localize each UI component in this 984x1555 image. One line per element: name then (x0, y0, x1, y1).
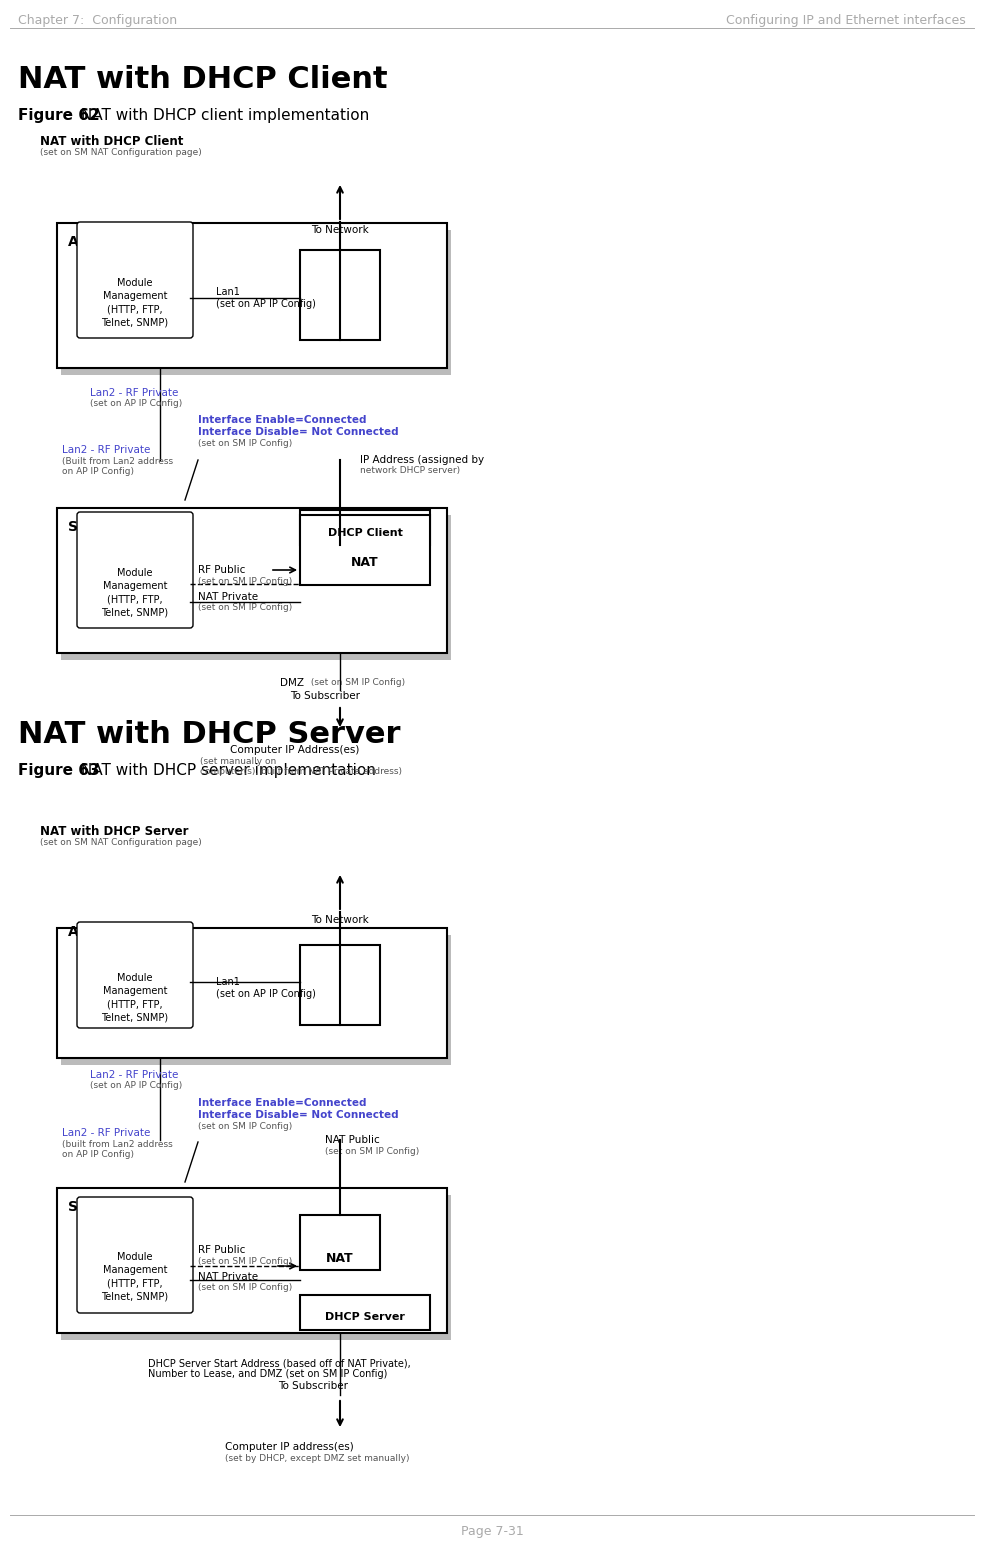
Text: NAT Private: NAT Private (198, 1272, 258, 1281)
FancyBboxPatch shape (61, 230, 451, 375)
Text: Number to Lease, and DMZ (set on SM IP Config): Number to Lease, and DMZ (set on SM IP C… (148, 1368, 388, 1379)
Text: Module
Management
(HTTP, FTP,
Telnet, SNMP): Module Management (HTTP, FTP, Telnet, SN… (101, 1252, 168, 1302)
Text: computer(s), built from NAT Private address): computer(s), built from NAT Private addr… (200, 767, 402, 776)
Text: To Subscriber: To Subscriber (278, 1381, 348, 1392)
Text: Interface Disable= Not Connected: Interface Disable= Not Connected (198, 1110, 399, 1120)
FancyBboxPatch shape (61, 935, 451, 1065)
Text: To Subscriber: To Subscriber (290, 690, 360, 701)
Text: (set on SM IP Config): (set on SM IP Config) (325, 1148, 419, 1155)
Text: NAT with DHCP Server: NAT with DHCP Server (18, 720, 400, 750)
Text: (set on SM NAT Configuration page): (set on SM NAT Configuration page) (40, 148, 202, 157)
Text: (set on AP IP Config): (set on AP IP Config) (90, 400, 182, 407)
Text: Interface Enable=Connected: Interface Enable=Connected (198, 415, 366, 425)
Text: NAT: NAT (326, 1252, 354, 1266)
Text: Page 7-31: Page 7-31 (461, 1525, 523, 1538)
Text: (set on AP IP Config): (set on AP IP Config) (90, 1081, 182, 1090)
Text: NAT with DHCP Server: NAT with DHCP Server (40, 826, 189, 838)
Text: NAT with DHCP Client: NAT with DHCP Client (40, 135, 183, 148)
Text: Interface Disable= Not Connected: Interface Disable= Not Connected (198, 428, 399, 437)
FancyBboxPatch shape (61, 515, 451, 659)
FancyBboxPatch shape (57, 508, 447, 653)
FancyBboxPatch shape (300, 515, 430, 585)
Text: DMZ: DMZ (280, 678, 304, 687)
Text: DHCP Client: DHCP Client (328, 529, 402, 538)
Text: NAT with DHCP server implementation: NAT with DHCP server implementation (76, 764, 376, 778)
Text: (set on SM IP Config): (set on SM IP Config) (198, 1283, 292, 1292)
Text: (set manually on: (set manually on (200, 757, 277, 767)
Text: DHCP Server: DHCP Server (325, 1312, 405, 1322)
Text: on AP IP Config): on AP IP Config) (62, 1151, 134, 1158)
Text: NAT with DHCP Client: NAT with DHCP Client (18, 65, 388, 93)
FancyBboxPatch shape (300, 1214, 380, 1270)
Text: NAT Public: NAT Public (325, 1135, 380, 1144)
Text: (set by DHCP, except DMZ set manually): (set by DHCP, except DMZ set manually) (225, 1454, 409, 1463)
Text: Lan2 - RF Private: Lan2 - RF Private (62, 1127, 151, 1138)
Text: RF Public: RF Public (198, 564, 245, 575)
Text: (set on SM IP Config): (set on SM IP Config) (198, 1123, 292, 1130)
Text: on AP IP Config): on AP IP Config) (62, 466, 134, 476)
FancyBboxPatch shape (77, 1197, 193, 1312)
Text: Lan2 - RF Private: Lan2 - RF Private (62, 445, 151, 456)
Text: SM: SM (68, 519, 92, 533)
FancyBboxPatch shape (300, 250, 380, 341)
FancyBboxPatch shape (77, 512, 193, 628)
Text: (set on SM IP Config): (set on SM IP Config) (198, 1256, 292, 1266)
Text: Chapter 7:  Configuration: Chapter 7: Configuration (18, 14, 177, 26)
Text: AP: AP (68, 925, 89, 939)
Text: Lan2 - RF Private: Lan2 - RF Private (90, 1070, 178, 1081)
Text: NAT with DHCP client implementation: NAT with DHCP client implementation (76, 107, 369, 123)
Text: IP Address (assigned by: IP Address (assigned by (360, 456, 484, 465)
Text: NAT Private: NAT Private (198, 592, 258, 602)
Text: Figure 62: Figure 62 (18, 107, 99, 123)
Text: (set on SM IP Config): (set on SM IP Config) (198, 577, 292, 586)
Text: To Network: To Network (311, 914, 369, 925)
Text: Computer IP address(es): Computer IP address(es) (225, 1441, 354, 1452)
FancyBboxPatch shape (57, 1188, 447, 1333)
Text: NAT: NAT (351, 557, 379, 569)
FancyBboxPatch shape (300, 1295, 430, 1330)
Text: Interface Enable=Connected: Interface Enable=Connected (198, 1098, 366, 1109)
FancyBboxPatch shape (57, 222, 447, 369)
Text: Lan1
(set on AP IP Config): Lan1 (set on AP IP Config) (216, 977, 316, 998)
Text: (set on SM NAT Configuration page): (set on SM NAT Configuration page) (40, 838, 202, 847)
Text: (built from Lan2 address: (built from Lan2 address (62, 1140, 173, 1149)
Text: Computer IP Address(es): Computer IP Address(es) (230, 745, 359, 756)
Text: Configuring IP and Ethernet interfaces: Configuring IP and Ethernet interfaces (726, 14, 966, 26)
Text: Module
Management
(HTTP, FTP,
Telnet, SNMP): Module Management (HTTP, FTP, Telnet, SN… (101, 278, 168, 328)
FancyBboxPatch shape (61, 1194, 451, 1340)
FancyBboxPatch shape (57, 928, 447, 1057)
Text: Lan2 - RF Private: Lan2 - RF Private (90, 389, 178, 398)
Text: AP: AP (68, 235, 89, 249)
Text: To Network: To Network (311, 225, 369, 235)
Text: (set on SM IP Config): (set on SM IP Config) (198, 603, 292, 613)
Text: (Built from Lan2 address: (Built from Lan2 address (62, 457, 173, 466)
Text: network DHCP server): network DHCP server) (360, 466, 461, 474)
Text: Lan1
(set on AP IP Config): Lan1 (set on AP IP Config) (216, 288, 316, 308)
FancyBboxPatch shape (77, 222, 193, 337)
FancyBboxPatch shape (77, 922, 193, 1028)
FancyBboxPatch shape (300, 945, 380, 1025)
Text: Module
Management
(HTTP, FTP,
Telnet, SNMP): Module Management (HTTP, FTP, Telnet, SN… (101, 568, 168, 617)
Text: (set on SM IP Config): (set on SM IP Config) (308, 678, 405, 687)
Text: Module
Management
(HTTP, FTP,
Telnet, SNMP): Module Management (HTTP, FTP, Telnet, SN… (101, 973, 168, 1023)
Text: RF Public: RF Public (198, 1246, 245, 1255)
Text: (set on SM IP Config): (set on SM IP Config) (198, 439, 292, 448)
Text: Figure 63: Figure 63 (18, 764, 99, 778)
Text: SM: SM (68, 1200, 92, 1214)
FancyBboxPatch shape (300, 510, 430, 544)
Text: DHCP Server Start Address (based off of NAT Private),: DHCP Server Start Address (based off of … (148, 1358, 410, 1368)
